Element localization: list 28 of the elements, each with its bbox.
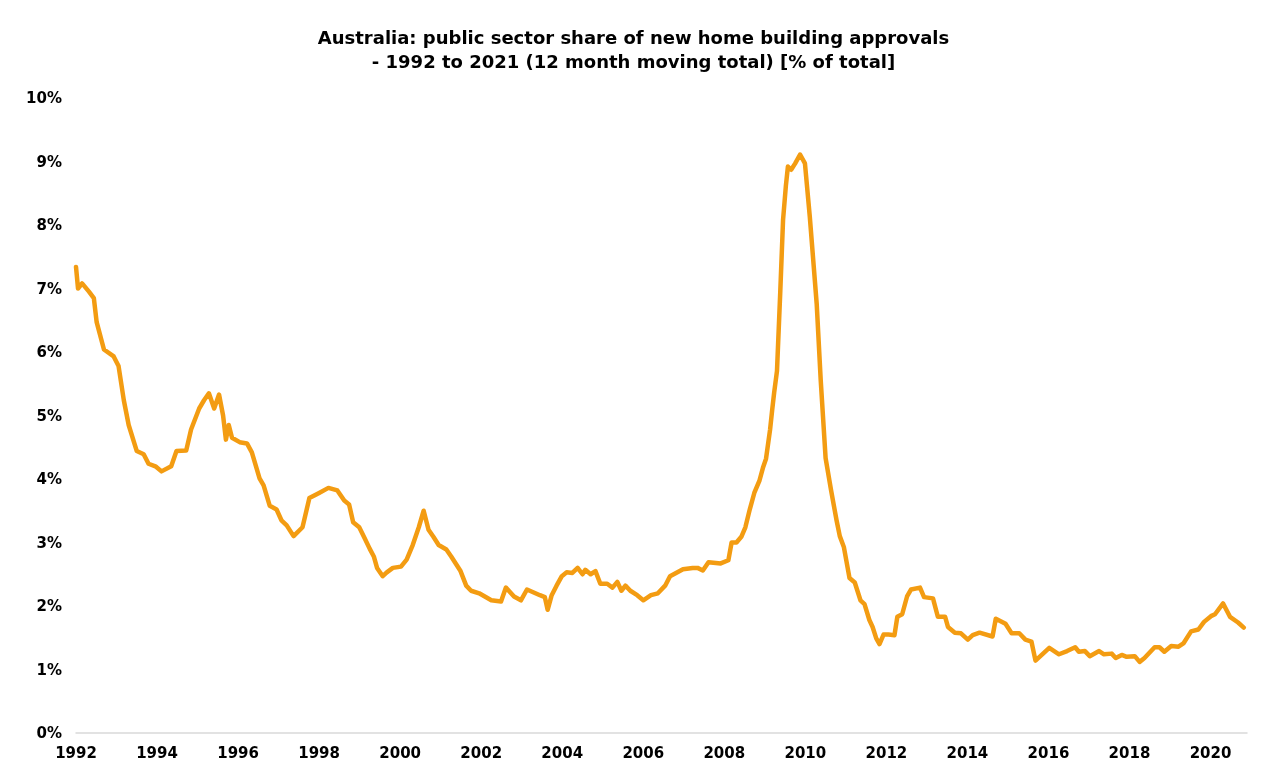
y-tick-label: 7% bbox=[36, 279, 62, 298]
y-tick-label: 0% bbox=[36, 724, 62, 742]
y-tick-label: 3% bbox=[36, 533, 62, 552]
y-tick-label: 4% bbox=[36, 470, 62, 488]
x-tick-label: 2008 bbox=[703, 743, 746, 762]
x-tick-label: 2004 bbox=[541, 743, 584, 762]
y-tick-label: 9% bbox=[36, 152, 62, 171]
x-tick-label: 2016 bbox=[1027, 743, 1070, 762]
y-tick-label: 1% bbox=[36, 660, 62, 679]
y-tick-label: 8% bbox=[36, 216, 62, 234]
x-tick-label: 1998 bbox=[298, 743, 340, 762]
line-series bbox=[73, 152, 1247, 665]
x-tick-label: 2014 bbox=[946, 743, 989, 762]
x-tick-label: 2020 bbox=[1189, 743, 1232, 762]
x-tick-label: 2000 bbox=[379, 743, 422, 762]
x-tick-label: 2010 bbox=[784, 743, 827, 762]
x-tick-label: 1992 bbox=[55, 743, 97, 762]
chart-title: Australia: public sector share of new home building approvals - 1992 to 2021 (12 month moving total) [% of total] bbox=[317, 26, 950, 72]
x-tick-label: 2012 bbox=[865, 743, 908, 762]
y-tick-label: 2% bbox=[36, 597, 62, 615]
y-tick-label: 6% bbox=[36, 343, 62, 361]
x-tick-label: 2002 bbox=[460, 743, 503, 762]
y-tick-label: 10% bbox=[26, 89, 62, 107]
x-tick-label: 2018 bbox=[1108, 743, 1151, 762]
x-tick-label: 1996 bbox=[217, 743, 259, 762]
x-tick-label: 2006 bbox=[622, 743, 665, 762]
y-tick-label: 5% bbox=[36, 406, 62, 425]
x-tick-label: 1994 bbox=[136, 743, 178, 762]
